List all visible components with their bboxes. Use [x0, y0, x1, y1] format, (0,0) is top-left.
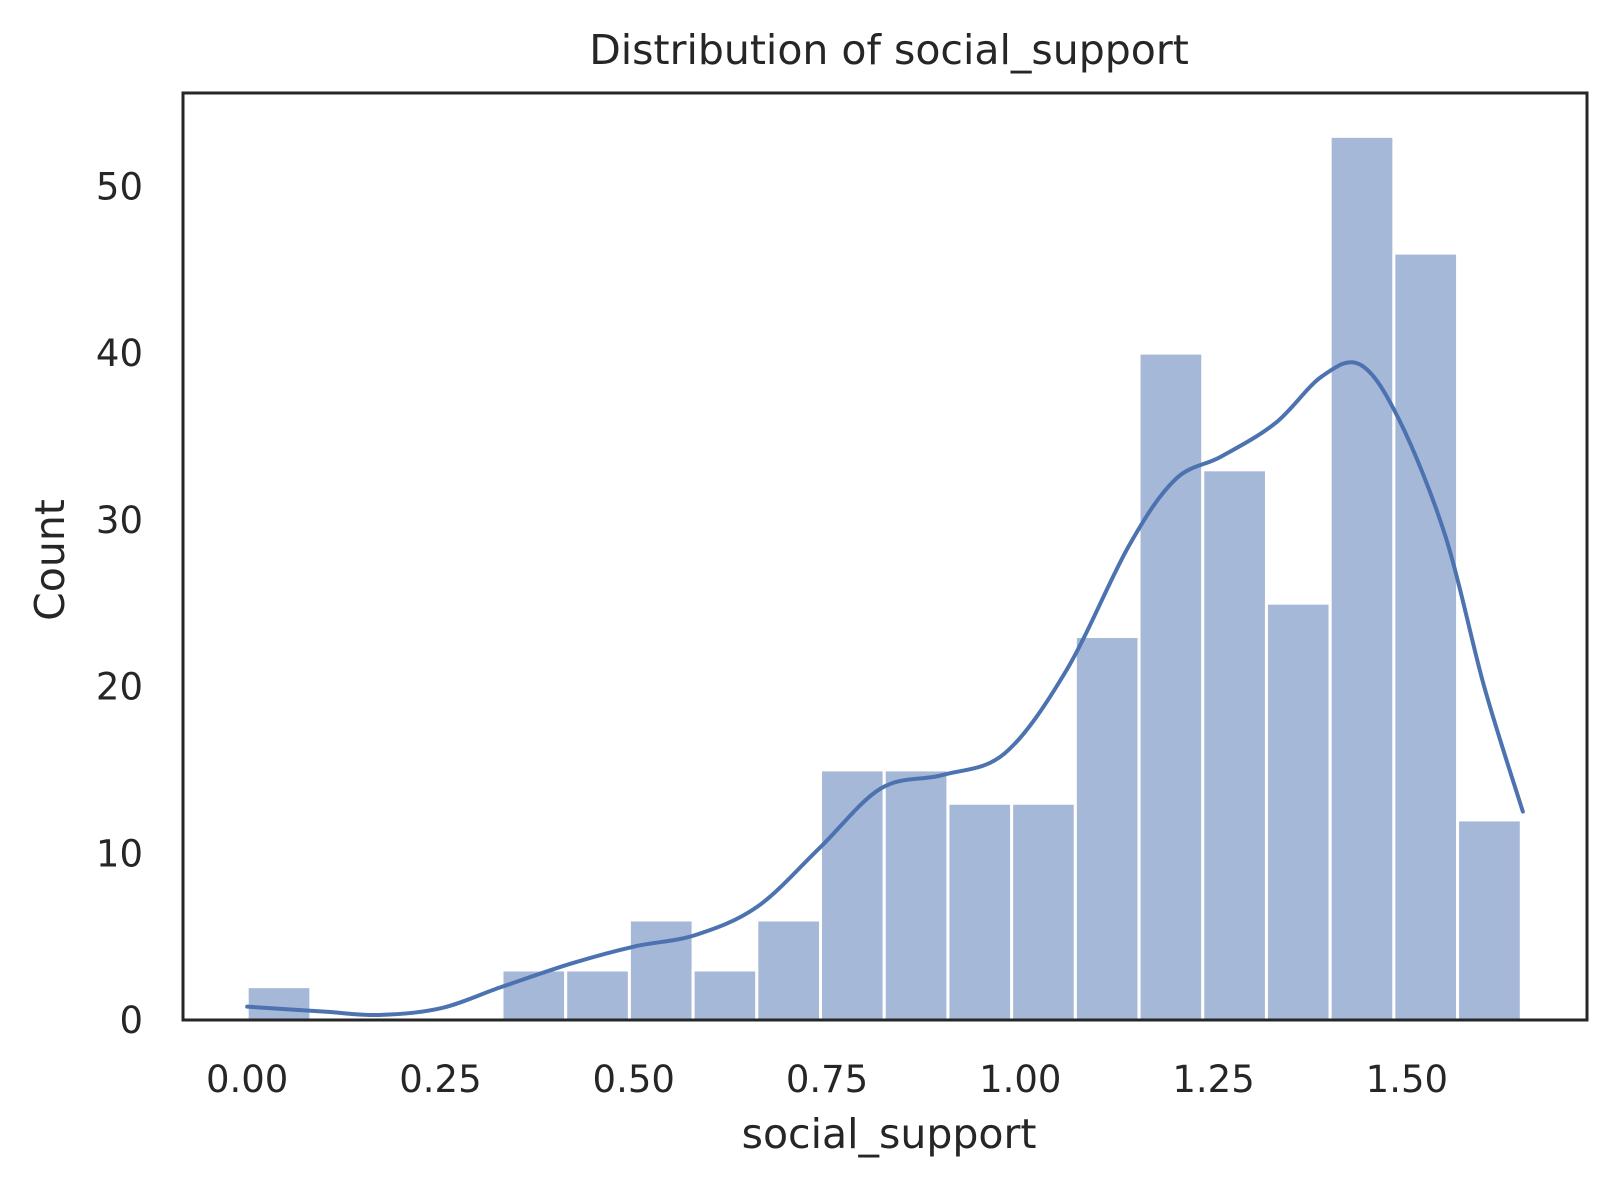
- x-tick-label: 1.50: [1366, 1058, 1448, 1101]
- histogram-bar: [946, 801, 1014, 1022]
- y-tick-label: 40: [96, 332, 143, 375]
- y-tick-label: 50: [96, 165, 143, 208]
- histogram-bar: [1392, 251, 1460, 1022]
- histogram-bar: [1201, 468, 1268, 1022]
- x-tick-label: 0.00: [206, 1058, 288, 1101]
- histogram-bar: [1264, 601, 1332, 1022]
- y-tick-label: 0: [119, 999, 143, 1042]
- chart-title: Distribution of social_support: [589, 26, 1189, 74]
- x-tick-label: 0.25: [399, 1058, 481, 1101]
- y-axis-ticks: 0 10 20 30 40 50: [96, 165, 143, 1042]
- histogram-bar: [1137, 351, 1205, 1022]
- y-tick-label: 20: [96, 666, 143, 709]
- x-tick-label: 0.75: [786, 1058, 868, 1101]
- x-axis-ticks: 0.00 0.25 0.50 0.75 1.00 1.25 1.50: [206, 1058, 1448, 1101]
- histogram-bar: [564, 968, 631, 1022]
- kde-line: [245, 360, 1525, 1018]
- histogram-bar: [1010, 801, 1077, 1022]
- y-tick-label: 10: [96, 832, 143, 875]
- histogram-bar: [1328, 134, 1396, 1022]
- histogram-bars: [245, 134, 1523, 1022]
- histogram-bar: [1456, 818, 1523, 1022]
- histogram-bar: [245, 985, 313, 1022]
- x-axis-label: social_support: [742, 1110, 1037, 1158]
- y-tick-label: 30: [96, 499, 143, 542]
- x-tick-label: 1.00: [979, 1058, 1061, 1101]
- y-axis-label: Count: [26, 499, 74, 621]
- histogram-bar: [627, 918, 695, 1022]
- histogram-bar: [691, 968, 759, 1022]
- x-tick-label: 1.25: [1172, 1058, 1254, 1101]
- histogram-bar: [1073, 635, 1141, 1022]
- histogram-bar: [819, 768, 886, 1022]
- histogram-bar: [882, 768, 950, 1022]
- histogram-bar: [755, 918, 823, 1022]
- x-tick-label: 0.50: [593, 1058, 675, 1101]
- plot-frame: [181, 91, 1589, 1022]
